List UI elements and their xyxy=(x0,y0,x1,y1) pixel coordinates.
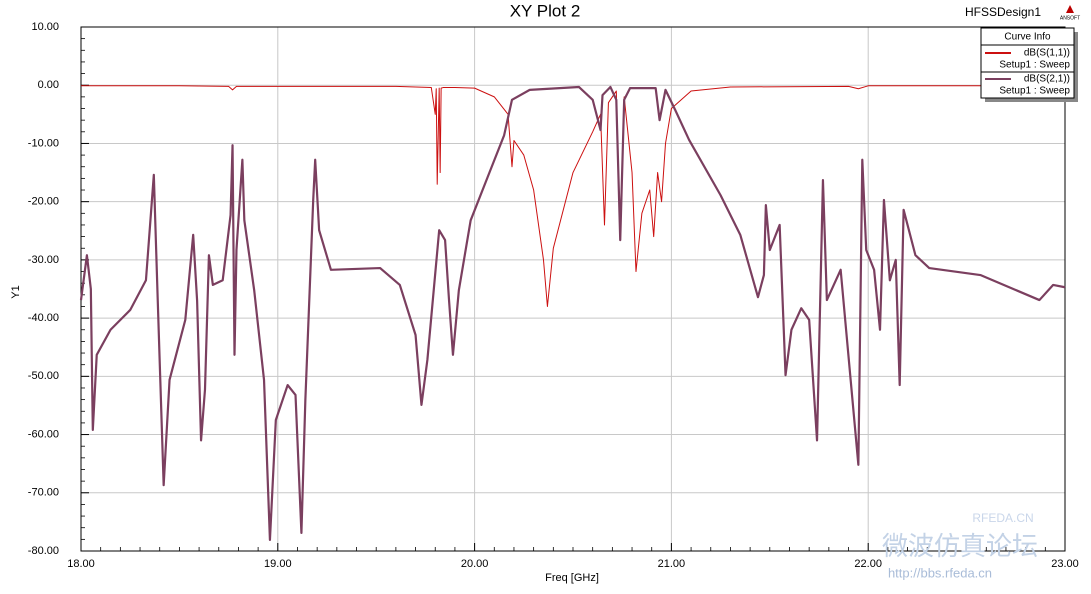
chart-title: XY Plot 2 xyxy=(510,1,581,20)
y-tick-label: -40.00 xyxy=(28,312,59,324)
x-tick-label: 22.00 xyxy=(854,558,882,570)
y-tick-label: -20.00 xyxy=(28,196,59,208)
x-tick-label: 23.00 xyxy=(1051,558,1079,570)
y-tick-label: -60.00 xyxy=(28,428,59,440)
y-tick-label: -10.00 xyxy=(28,137,59,149)
legend-title: Curve Info xyxy=(1004,32,1051,43)
series-line xyxy=(81,85,1065,307)
legend-box xyxy=(980,27,1075,99)
y-tick-label: -70.00 xyxy=(28,487,59,499)
y-tick-label: -30.00 xyxy=(28,254,59,266)
x-tick-label: 18.00 xyxy=(67,558,95,570)
watermark: http://bbs.rfeda.cn xyxy=(888,565,992,580)
x-tick-label: 19.00 xyxy=(264,558,292,570)
series-line xyxy=(79,85,1066,542)
x-axis-label: Freq [GHz] xyxy=(545,572,599,584)
y-tick-label: -80.00 xyxy=(28,545,59,557)
watermark: 微波仿真论坛 xyxy=(882,531,1038,561)
design-name: HFSSDesign1 xyxy=(965,5,1041,19)
plot-frame xyxy=(80,26,1066,552)
y-tick-label: -50.00 xyxy=(28,370,59,382)
y-tick-label: 10.00 xyxy=(31,21,59,33)
y-axis-label: Y1 xyxy=(10,285,22,298)
logo-icon xyxy=(1066,5,1074,13)
legend-setup: Setup1 : Sweep xyxy=(999,86,1070,97)
legend-label: dB(S(2,1)) xyxy=(1024,74,1070,85)
x-tick-label: 21.00 xyxy=(658,558,686,570)
watermark: RFEDA.CN xyxy=(972,511,1033,525)
legend-setup: Setup1 : Sweep xyxy=(999,60,1070,71)
logo-text: ANSOFT xyxy=(1060,15,1080,21)
x-tick-label: 20.00 xyxy=(461,558,489,570)
legend-label: dB(S(1,1)) xyxy=(1024,48,1070,59)
y-tick-label: 0.00 xyxy=(38,79,59,91)
